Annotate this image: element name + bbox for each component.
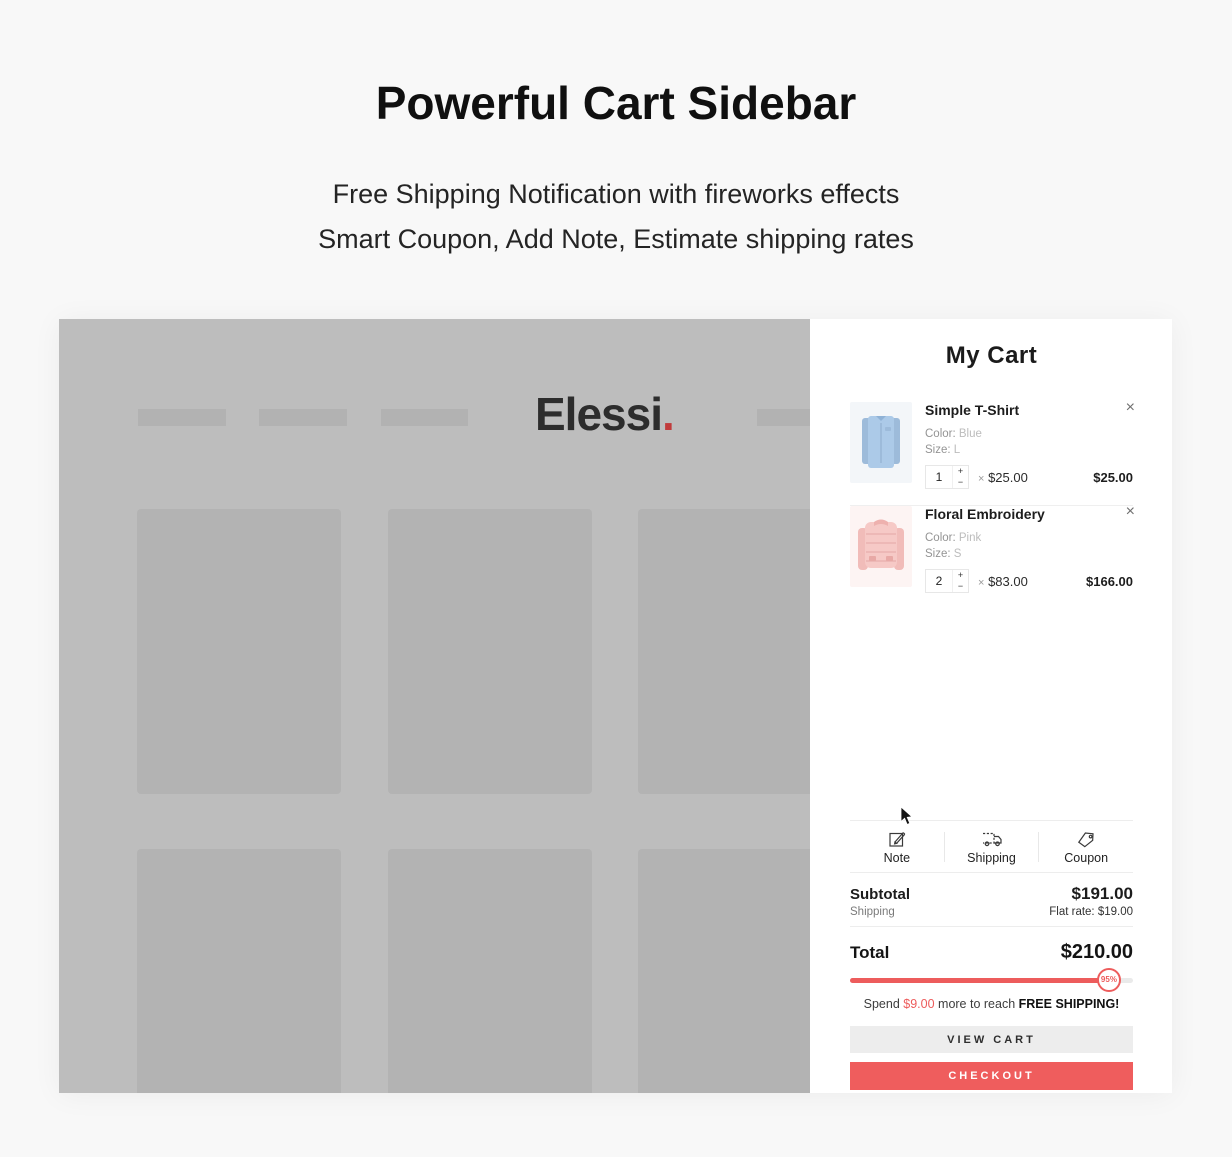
multiply-sign: ×: [978, 576, 985, 589]
shipping-rate-value: Flat rate: $19.00: [1049, 906, 1133, 918]
coupon-label: Coupon: [1064, 851, 1109, 865]
product-image[interactable]: [850, 506, 912, 587]
demo-frame: Elessi. My Cart: [59, 319, 1172, 1093]
divider: [943, 832, 945, 862]
subtotal-row: Subtotal $191.00: [850, 884, 1133, 904]
unit-price: × $25.00: [978, 470, 1028, 485]
quantity-stepper[interactable]: 1 + −: [925, 465, 969, 489]
shirt-image: [862, 415, 900, 468]
size-label: Size:: [925, 444, 951, 456]
total-value: $210.00: [1060, 941, 1133, 963]
spend-middle: more to reach: [938, 997, 1016, 1011]
total-label: Total: [850, 943, 890, 962]
color-value: Blue: [958, 428, 982, 440]
line-total: $25.00: [1093, 469, 1133, 485]
nav-placeholder: [381, 409, 468, 426]
shipping-label: Shipping: [967, 851, 1016, 865]
spend-prefix: Spend: [863, 997, 900, 1011]
shipping-method-label: Shipping: [850, 906, 895, 918]
spend-amount: $9.00: [903, 997, 935, 1011]
coupon-button[interactable]: Coupon: [1039, 829, 1133, 865]
divider: [1038, 832, 1040, 862]
view-cart-button[interactable]: VIEW CART: [850, 1026, 1133, 1053]
product-card-placeholder: [388, 849, 592, 1093]
truck-icon: [982, 832, 1002, 847]
size-value: S: [953, 548, 962, 560]
color-value: Pink: [958, 532, 982, 544]
site-logo[interactable]: Elessi.: [535, 387, 675, 441]
checkout-button[interactable]: CHECKOUT: [850, 1062, 1133, 1090]
mock-site-page: Elessi.: [59, 319, 810, 1093]
cart-item: Simple T-Shirt × Color: Blue Size: L 1 +…: [850, 399, 1135, 489]
unit-price-value: $25.00: [988, 469, 1028, 485]
product-card-placeholder: [638, 509, 810, 794]
quantity-value: 2: [926, 570, 953, 592]
note-button[interactable]: Note: [850, 829, 944, 865]
quantity-row: 1 + − × $25.00 $25.00: [925, 465, 1133, 489]
size-label: Size:: [925, 548, 951, 560]
spend-emphasis: FREE SHIPPING!: [1018, 997, 1120, 1011]
line-total: $166.00: [1086, 573, 1133, 589]
cart-item-info: Floral Embroidery × Color: Pink Size: S …: [925, 503, 1135, 593]
divider: [850, 505, 1133, 506]
cart-item-info: Simple T-Shirt × Color: Blue Size: L 1 +…: [925, 399, 1135, 489]
total-row: Total $210.00: [850, 941, 1133, 964]
shipping-row: Shipping Flat rate: $19.00: [850, 906, 1133, 918]
unit-price-value: $83.00: [988, 573, 1028, 589]
quantity-value: 1: [926, 466, 953, 488]
qty-increase-button[interactable]: +: [953, 466, 968, 477]
product-card-placeholder: [388, 509, 592, 794]
site-logo-text: Elessi: [535, 388, 663, 440]
free-shipping-progress-bar: 95%: [850, 968, 1133, 992]
hero-subtitle-line2: Smart Coupon, Add Note, Estimate shippin…: [318, 224, 914, 254]
progress-fill: [850, 978, 1109, 983]
cart-items-list: Simple T-Shirt × Color: Blue Size: L 1 +…: [850, 399, 1135, 593]
quantity-row: 2 + − × $83.00 $166.00: [925, 569, 1133, 593]
remove-item-icon[interactable]: ×: [1125, 399, 1135, 416]
product-name[interactable]: Floral Embroidery: [925, 506, 1045, 522]
subtotal-label: Subtotal: [850, 886, 910, 903]
nav-placeholder: [138, 409, 226, 426]
note-label: Note: [883, 851, 911, 865]
cart-item: Floral Embroidery × Color: Pink Size: S …: [850, 503, 1135, 593]
item-color: Color: Blue: [925, 426, 1133, 442]
qty-increase-button[interactable]: +: [953, 570, 968, 581]
remove-item-icon[interactable]: ×: [1125, 503, 1135, 520]
unit-price: × $83.00: [978, 574, 1028, 589]
item-size: Size: S: [925, 546, 1133, 562]
size-value: L: [953, 444, 961, 456]
cart-title: My Cart: [945, 342, 1038, 369]
cart-sidebar: My Cart Simple T-Shirt ×: [810, 319, 1172, 1093]
subtotal-value: $191.00: [1071, 884, 1133, 903]
product-card-placeholder: [638, 849, 810, 1093]
page-title: Powerful Cart Sidebar: [375, 77, 857, 129]
color-label: Color:: [925, 532, 956, 544]
site-logo-dot: .: [662, 388, 675, 440]
product-card-placeholder: [137, 849, 341, 1093]
qty-decrease-button[interactable]: −: [953, 581, 968, 592]
nav-placeholder: [757, 409, 810, 426]
progress-percent-badge: 95%: [1096, 968, 1121, 992]
tag-icon: [1078, 832, 1094, 848]
free-shipping-message: Spend $9.00 more to reach FREE SHIPPING!: [850, 997, 1133, 1011]
product-name[interactable]: Simple T-Shirt: [925, 402, 1020, 418]
nav-placeholder: [259, 409, 347, 426]
divider: [850, 926, 1133, 927]
note-icon: [889, 832, 906, 847]
hero-subtitle-line1: Free Shipping Notification with firework…: [332, 179, 900, 209]
multiply-sign: ×: [978, 472, 985, 485]
color-label: Color:: [925, 428, 956, 440]
jacket-image: [858, 519, 904, 570]
item-size: Size: L: [925, 442, 1133, 458]
mouse-cursor: [900, 807, 913, 826]
cart-tools: Note Shipping: [850, 820, 1133, 873]
cart-footer: Note Shipping: [850, 820, 1133, 1090]
quantity-stepper[interactable]: 2 + −: [925, 569, 969, 593]
product-card-placeholder: [137, 509, 341, 794]
qty-decrease-button[interactable]: −: [953, 477, 968, 488]
product-image[interactable]: [850, 402, 912, 483]
shipping-button[interactable]: Shipping: [945, 829, 1039, 865]
item-color: Color: Pink: [925, 530, 1133, 546]
